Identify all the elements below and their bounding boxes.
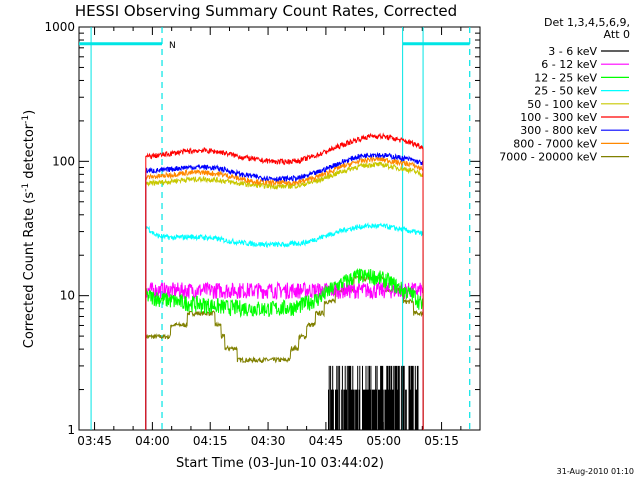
series-line-100-300keV <box>145 132 424 431</box>
y-axis-label-sup-1: -1 <box>21 183 31 192</box>
x-tick-label: 05:00 <box>366 434 401 448</box>
night-label: N <box>169 41 176 51</box>
legend-label-12-25keV: 12 - 25 keV <box>534 71 597 84</box>
y-axis-label-main: Corrected Count Rate (s <box>22 192 37 349</box>
legend-label-3-6keV: 3 - 6 keV <box>548 45 597 58</box>
x-tick-label: 05:15 <box>424 434 459 448</box>
series-line-25-50keV <box>145 222 424 431</box>
y-axis-label-mid: detector <box>22 123 37 183</box>
y-axis-label: Corrected Count Rate (s-1 detector-1) <box>21 110 37 348</box>
x-tick-label: 04:45 <box>309 434 344 448</box>
x-tick-label: 04:30 <box>251 434 286 448</box>
series-line-6-12keV <box>145 280 424 431</box>
legend-label-50-100keV: 50 - 100 keV <box>527 98 597 111</box>
timestamp: 31-Aug-2010 01:10 <box>557 467 634 476</box>
series-line-800-7000keV <box>145 155 424 431</box>
legend-label-25-50keV: 25 - 50 keV <box>534 85 597 98</box>
x-tick-label: 04:15 <box>193 434 228 448</box>
legend-header-line-2: Att 0 <box>604 28 630 41</box>
series-line-300-800keV <box>145 151 424 431</box>
legend-label-100-300keV: 100 - 300 keV <box>520 111 597 124</box>
x-tick-label: 03:45 <box>77 434 112 448</box>
legend-header-line-1: Det 1,3,4,5,6,9, <box>544 16 630 29</box>
y-tick-label: 1000 <box>44 20 75 34</box>
y-tick-label: 100 <box>52 154 75 168</box>
legend-label-800-7000keV: 800 - 7000 keV <box>513 137 597 150</box>
plot-frame <box>78 26 481 431</box>
y-axis-label-end: ) <box>22 110 37 115</box>
series-line-12-25keV <box>145 268 424 431</box>
legend-label-300-800keV: 300 - 800 keV <box>520 124 597 137</box>
y-tick-label: 10 <box>60 289 75 303</box>
series-line-50-100keV <box>145 161 424 431</box>
y-tick-label: 1 <box>67 423 75 437</box>
series-line-3-6keV <box>328 365 419 430</box>
chart-title: HESSI Observing Summary Count Rates, Cor… <box>75 2 457 20</box>
legend-label-6-12keV: 6 - 12 keV <box>541 58 597 71</box>
plot-area: 03:45 04:00 04:15 04:30 04:45 05:00 05:15 1 10 10… <box>44 20 481 448</box>
y-axis-label-sup-2: -1 <box>21 115 31 124</box>
x-tick-label: 04:00 <box>135 434 170 448</box>
legend-label-7000-20000keV: 7000 - 20000 keV <box>499 151 597 164</box>
x-axis-label: Start Time (03-Jun-10 03:44:02) <box>176 456 384 471</box>
